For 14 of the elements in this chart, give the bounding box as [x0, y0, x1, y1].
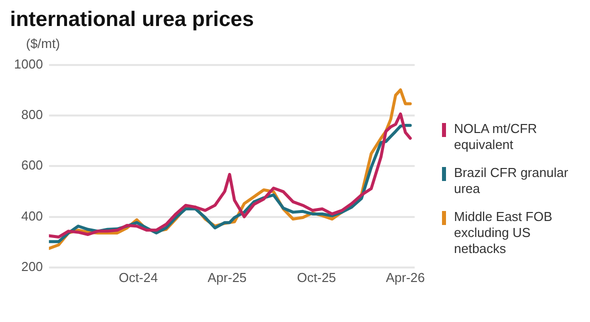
- y-tick-label: 1000: [14, 56, 43, 72]
- legend-label: NOLA mt/CFR equivalent: [454, 121, 538, 153]
- y-tick-label: 400: [21, 208, 43, 224]
- y-axis-title: ($/mt): [26, 36, 61, 51]
- chart-title: international urea prices: [10, 8, 255, 32]
- x-tick-label: Oct-25: [297, 270, 336, 285]
- legend-label: Brazil CFR granular urea: [454, 165, 570, 197]
- legend-label: Middle East FOB excluding US netbacks: [454, 209, 554, 257]
- x-tick-label: Apr-26: [386, 270, 425, 285]
- y-tick-label: 600: [21, 158, 43, 173]
- x-tick-label: Oct-24: [118, 270, 158, 285]
- x-tick-label: Apr-25: [208, 270, 247, 285]
- y-tick-label: 200: [21, 258, 43, 274]
- y-tick-label: 800: [21, 107, 43, 122]
